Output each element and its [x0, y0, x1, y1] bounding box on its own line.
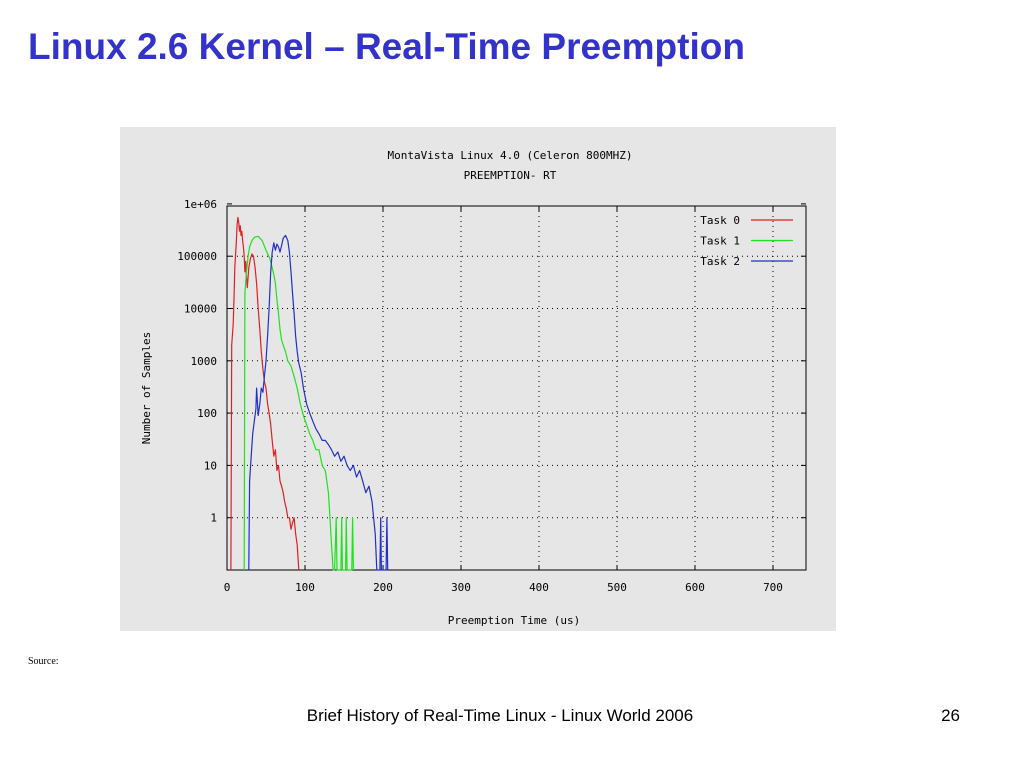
y-tick-label: 10 [204, 459, 217, 472]
x-tick-label: 0 [224, 581, 231, 594]
y-axis-label: Number of Samples [140, 332, 153, 445]
footer-text: Brief History of Real-Time Linux - Linux… [306, 706, 694, 725]
x-tick-label: 400 [529, 581, 549, 594]
series-line-task-1 [243, 235, 354, 571]
y-tick-label: 100000 [177, 250, 217, 263]
x-tick-label: 100 [295, 581, 315, 594]
chart-subtitle: PREEMPTION- RT [464, 169, 557, 182]
source-label: Source: [28, 656, 59, 667]
preemption-chart: MontaVista Linux 4.0 (Celeron 800MHZ) PR… [140, 149, 807, 627]
axis-ticks: 0 100 200 300 400 500 600 700 1 10 100 1000 10000 100… [177, 198, 806, 594]
series-line-task-2 [248, 234, 389, 571]
y-tick-label: 100 [197, 407, 217, 420]
x-axis-label: Preemption Time (us) [448, 614, 580, 627]
grid-lines [227, 206, 806, 570]
x-tick-label: 200 [373, 581, 393, 594]
plot-frame [226, 205, 807, 571]
x-tick-label: 500 [607, 581, 627, 594]
x-tick-label: 700 [763, 581, 783, 594]
y-tick-label: 1e+06 [184, 198, 217, 211]
x-tick-label: 300 [451, 581, 471, 594]
slide-title: Linux 2.6 Kernel – Real-Time Preemption [28, 26, 745, 67]
page-number: 26 [941, 706, 960, 725]
x-tick-label: 600 [685, 581, 705, 594]
chart-title: MontaVista Linux 4.0 (Celeron 800MHZ) [387, 149, 632, 162]
legend-label-task-1: Task 1 [700, 235, 740, 248]
series-line-task-0 [230, 216, 300, 571]
legend-label-task-0: Task 0 [700, 214, 740, 227]
series-lines [230, 216, 389, 571]
legend: Task 0 Task 1 Task 2 [700, 214, 793, 268]
y-tick-label: 1 [210, 512, 217, 525]
y-tick-label: 1000 [191, 355, 218, 368]
y-tick-label: 10000 [184, 303, 217, 316]
legend-label-task-2: Task 2 [700, 255, 740, 268]
chart-panel: MontaVista Linux 4.0 (Celeron 800MHZ) PR… [120, 127, 836, 631]
